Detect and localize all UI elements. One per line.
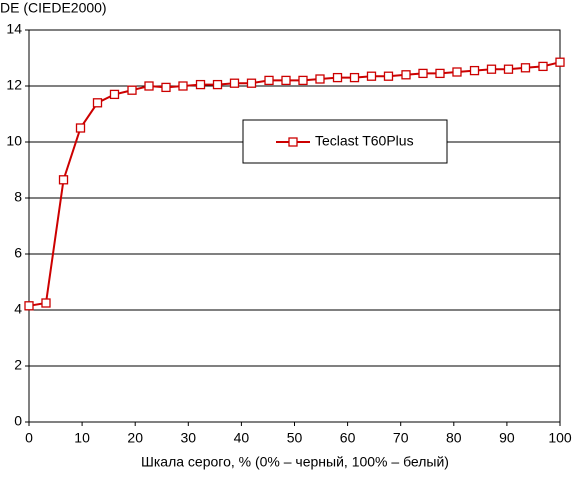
point-marker (212, 79, 223, 90)
point-marker (144, 81, 154, 91)
point-marker (503, 64, 514, 74)
point-marker (195, 79, 206, 90)
legend-marker (288, 137, 298, 147)
point-marker (452, 67, 462, 77)
x-tick-label: 100 (548, 430, 572, 446)
y-tick-label: 8 (14, 189, 22, 205)
x-tick-label: 70 (393, 430, 409, 446)
point-marker (298, 75, 308, 86)
y-axis-label: DE (CIEDE2000) (0, 0, 107, 16)
point-marker (229, 78, 240, 88)
x-tick-label: 90 (499, 430, 515, 446)
x-tick-label: 40 (234, 430, 250, 446)
point-marker (75, 123, 86, 133)
point-marker (401, 70, 411, 80)
point-marker (520, 63, 531, 73)
point-marker (469, 65, 480, 76)
y-tick-label: 12 (6, 77, 22, 93)
plot-border (28, 29, 561, 423)
point-marker (538, 61, 548, 72)
x-tick-label: 30 (181, 430, 197, 446)
point-marker (486, 64, 497, 74)
point-marker (246, 78, 257, 88)
y-tick-label: 10 (6, 133, 22, 149)
series-line (28, 61, 561, 307)
y-tick-label: 4 (14, 301, 22, 317)
y-tick-label: 2 (14, 357, 22, 373)
y-tick-label: 6 (14, 245, 22, 261)
point-marker (418, 68, 428, 79)
point-marker (92, 98, 103, 108)
point-marker (178, 81, 188, 91)
x-axis-label: Шкала серого, % (0% – черный, 100% – бел… (141, 454, 449, 470)
point-marker (555, 57, 565, 67)
x-tick-label: 10 (74, 430, 90, 446)
point-marker (332, 72, 343, 83)
point-marker (58, 175, 69, 185)
y-tick-label: 14 (6, 21, 22, 37)
x-tick-label: 20 (127, 430, 143, 446)
point-marker (127, 85, 137, 95)
point-marker (264, 75, 274, 86)
y-tick-label: 0 (14, 413, 22, 429)
x-tick-label: 0 (25, 430, 33, 446)
x-tick-label: 60 (340, 430, 356, 446)
point-marker (24, 301, 34, 311)
point-marker (41, 298, 51, 308)
x-tick-label: 50 (287, 430, 303, 446)
point-marker (366, 71, 377, 81)
point-marker (315, 74, 325, 84)
point-marker (435, 68, 445, 79)
point-marker (109, 89, 120, 100)
point-marker (161, 82, 171, 93)
point-marker (383, 71, 394, 81)
x-tick-label: 80 (446, 430, 462, 446)
point-marker (281, 75, 291, 86)
point-marker (349, 72, 360, 83)
legend-label: Teclast T60Plus (315, 133, 414, 149)
